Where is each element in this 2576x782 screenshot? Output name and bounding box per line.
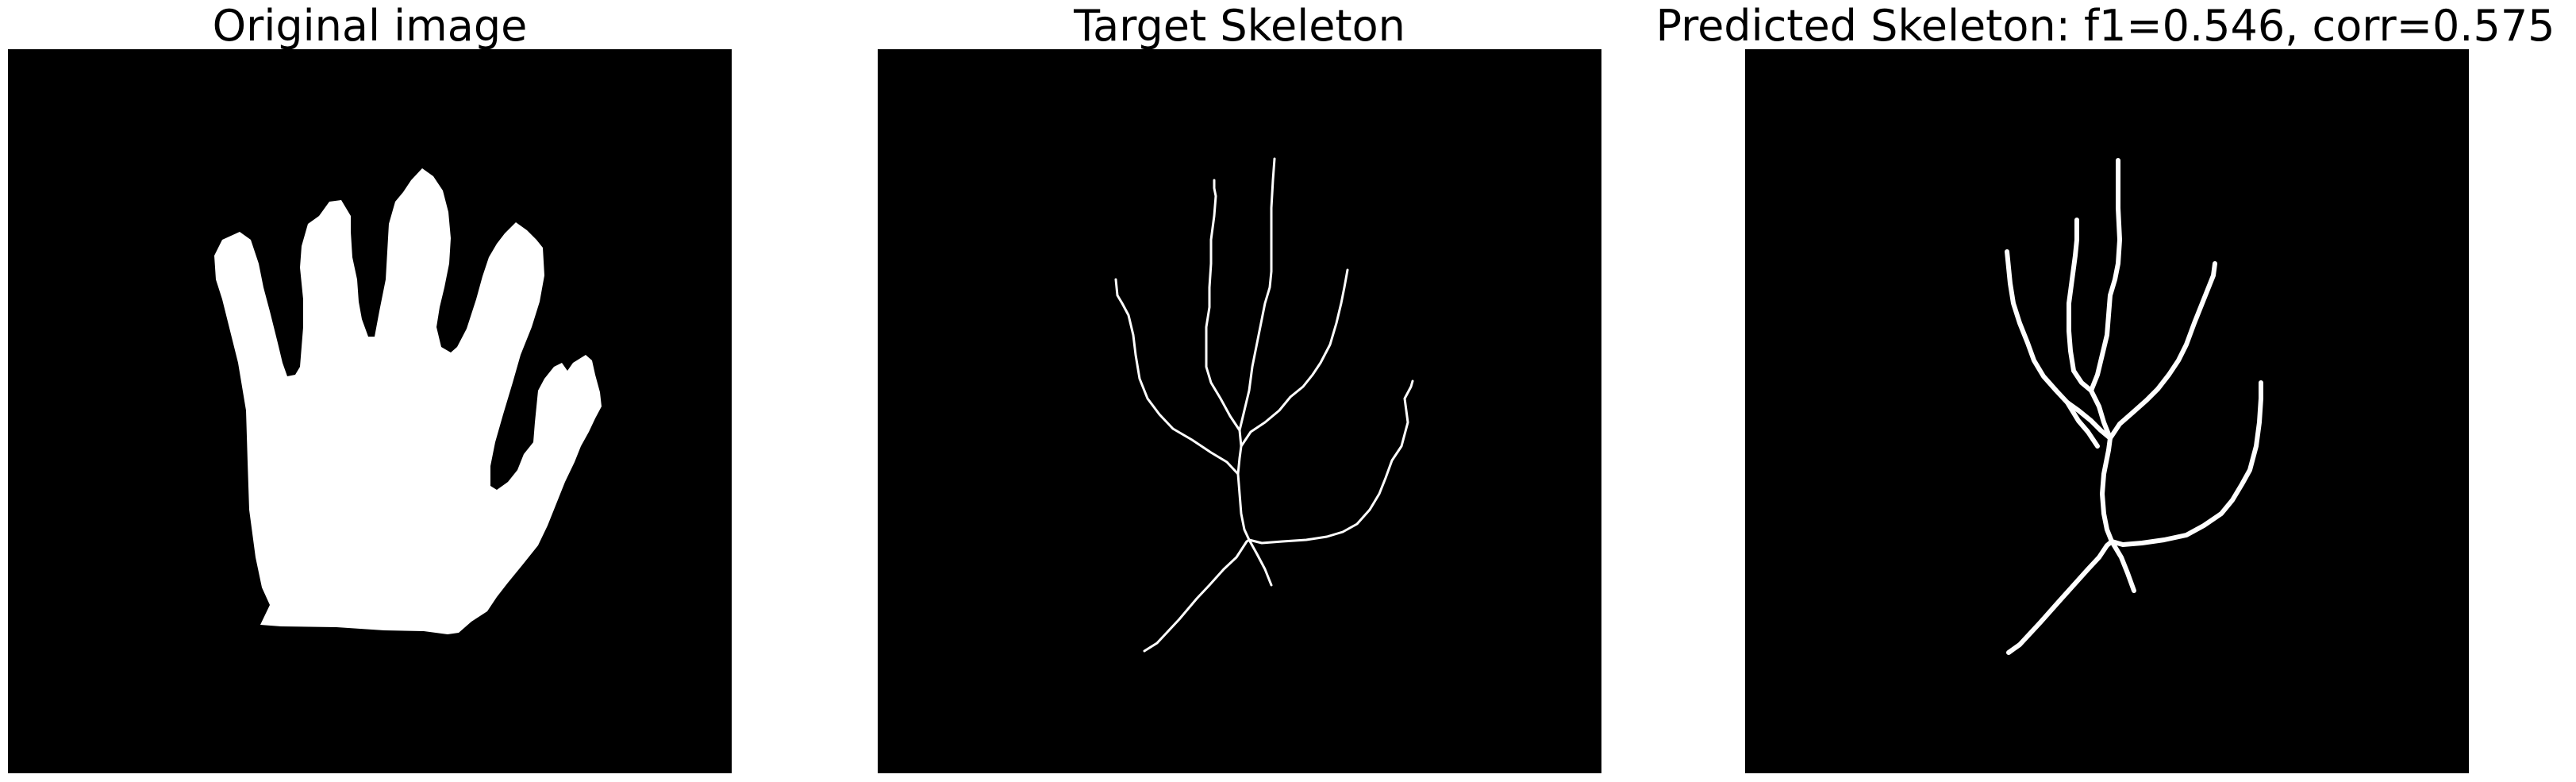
hand-silhouette-image — [214, 168, 602, 634]
original-image-panel — [8, 49, 732, 773]
panel-title-predicted: Predicted Skeleton: f1=0.546, corr=0.575 — [1655, 1, 2555, 51]
predicted-skeleton-branch — [2100, 436, 2114, 544]
target-skeleton-branch — [1143, 538, 1251, 653]
target-skeleton-image — [1114, 157, 1414, 653]
target-skeleton-branch — [1240, 268, 1349, 448]
panel-title-original: Original image — [212, 1, 528, 51]
predicted-skeleton-panel — [1745, 49, 2469, 773]
target-skeleton-branch — [1114, 278, 1240, 476]
predicted-skeleton-branch — [2109, 539, 2136, 593]
predicted-skeleton-branch — [2067, 218, 2113, 441]
predicted-skeleton-branch — [2109, 380, 2263, 547]
target-skeleton-branch — [1248, 538, 1273, 587]
target-skeleton-branch — [1205, 179, 1241, 432]
predicted-skeleton-image — [2005, 158, 2263, 655]
predicted-skeleton-branch — [2108, 261, 2217, 441]
panel-title-target: Target Skeleton — [1074, 1, 1405, 51]
target-skeleton-branch — [1236, 445, 1251, 541]
target-skeleton-branch — [1238, 157, 1276, 448]
predicted-skeleton-branch — [2006, 539, 2114, 655]
target-skeleton-branch — [1248, 379, 1414, 545]
target-skeleton-panel — [878, 49, 1601, 773]
hand-silhouette — [214, 168, 602, 634]
predicted-skeleton-branch — [2065, 400, 2100, 449]
predicted-skeleton-branch — [2089, 158, 2122, 393]
predicted-skeleton-branch — [2005, 249, 2113, 441]
